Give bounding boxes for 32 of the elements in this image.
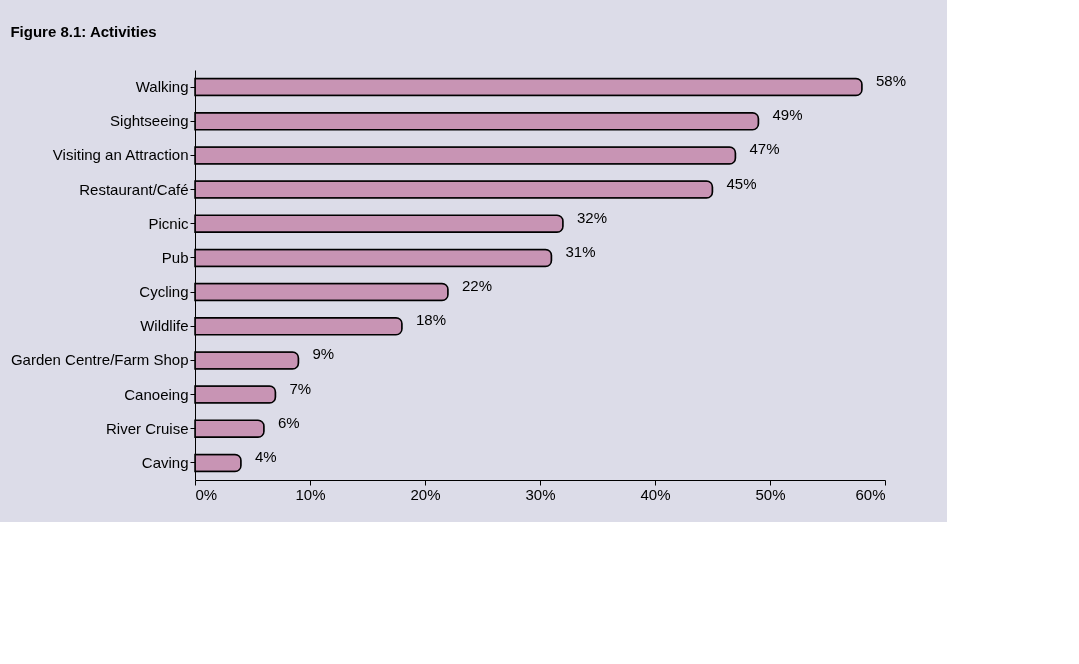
data-label: 32% (577, 208, 608, 226)
x-tick-label: 0% (195, 485, 218, 503)
x-tick-label: 40% (640, 485, 671, 503)
x-tick-label: 50% (755, 485, 786, 503)
data-label: 58% (876, 72, 907, 90)
chart-title: Figure 8.1: Activities (10, 23, 157, 40)
y-tick-label: Restaurant/Café (79, 180, 189, 198)
data-label: 4% (255, 447, 277, 465)
data-label: 49% (772, 106, 803, 124)
x-tick-label: 60% (855, 485, 886, 503)
y-tick-label: Sightseeing (110, 112, 189, 130)
y-tick-label: Cycling (139, 283, 189, 301)
data-label: 31% (565, 242, 596, 260)
data-label: 22% (462, 277, 493, 295)
x-tick-label: 10% (295, 485, 326, 503)
data-label: 18% (416, 311, 447, 329)
x-tick-label: 30% (525, 485, 556, 503)
data-label: 9% (312, 345, 335, 363)
data-label: 45% (726, 174, 757, 192)
x-tick-label: 20% (410, 485, 441, 503)
data-label: 6% (278, 413, 300, 431)
y-tick-label: Canoeing (124, 385, 189, 403)
y-tick-label: Wildlife (140, 317, 189, 335)
y-tick-label: Garden Centre/Farm Shop (10, 351, 189, 369)
data-label: 7% (289, 379, 312, 397)
y-tick-label: Picnic (148, 214, 189, 232)
y-tick-label: Visiting an Attraction (52, 146, 189, 164)
y-tick-label: Caving (141, 453, 189, 471)
data-label: 47% (749, 140, 780, 158)
y-tick-label: Walking (135, 78, 189, 96)
y-tick-label: River Cruise (105, 419, 189, 437)
y-tick-label: Pub (161, 248, 189, 266)
